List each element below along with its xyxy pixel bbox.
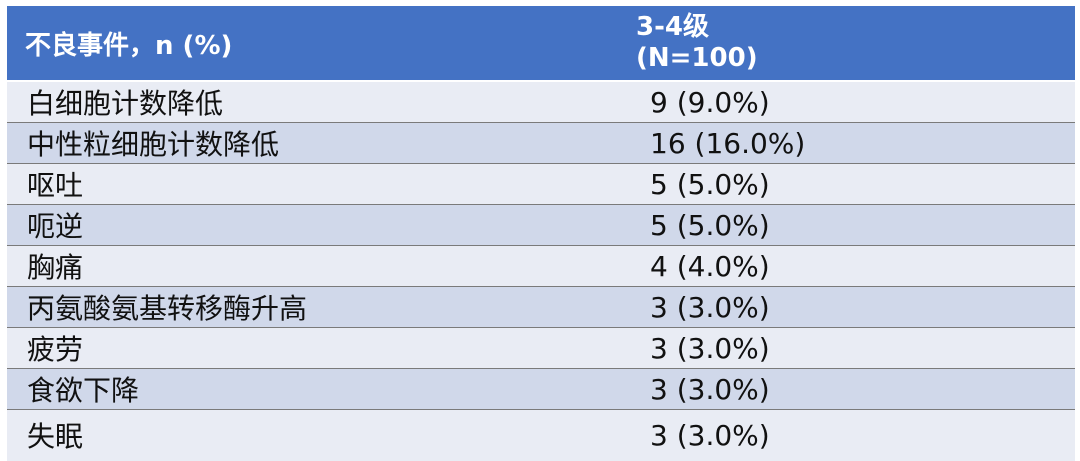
table-row: 丙氨酸氨基转移酶升高 3 (3.0%) [7, 286, 1075, 328]
event-name: 呃逆 [7, 204, 614, 246]
table-row: 胸痛 4 (4.0%) [7, 245, 1075, 287]
event-name: 食欲下降 [7, 368, 614, 410]
header-grade-label: 3-4级 [636, 12, 709, 42]
table-row: 失眠 3 (3.0%) [7, 409, 1075, 461]
event-count: 3 (3.0%) [614, 368, 1075, 410]
event-name: 疲劳 [7, 327, 614, 369]
table-header-row: 不良事件，n (%) 3-4级 (N=100) [7, 6, 1075, 82]
event-name: 白细胞计数降低 [7, 80, 614, 123]
header-sample-size: (N=100) [636, 43, 758, 73]
event-count: 9 (9.0%) [614, 80, 1075, 123]
event-count: 4 (4.0%) [614, 245, 1075, 287]
event-count: 3 (3.0%) [614, 409, 1075, 461]
event-name: 丙氨酸氨基转移酶升高 [7, 286, 614, 328]
adverse-events-table: 不良事件，n (%) 3-4级 (N=100) 白细胞计数降低 9 (9.0%)… [7, 6, 1075, 461]
event-name: 胸痛 [7, 245, 614, 287]
table-row: 疲劳 3 (3.0%) [7, 327, 1075, 369]
table-row: 中性粒细胞计数降低 16 (16.0%) [7, 122, 1075, 164]
event-count: 16 (16.0%) [614, 122, 1075, 164]
event-count: 3 (3.0%) [614, 327, 1075, 369]
header-adverse-event: 不良事件，n (%) [7, 6, 614, 82]
table-row: 呃逆 5 (5.0%) [7, 204, 1075, 246]
event-name: 呕吐 [7, 163, 614, 205]
event-count: 5 (5.0%) [614, 163, 1075, 205]
event-count: 3 (3.0%) [614, 286, 1075, 328]
table-row: 呕吐 5 (5.0%) [7, 163, 1075, 205]
event-name: 中性粒细胞计数降低 [7, 122, 614, 164]
table-row: 白细胞计数降低 9 (9.0%) [7, 80, 1075, 123]
event-name: 失眠 [7, 409, 614, 461]
header-grade-3-4: 3-4级 (N=100) [614, 6, 1075, 82]
event-count: 5 (5.0%) [614, 204, 1075, 246]
table-row: 食欲下降 3 (3.0%) [7, 368, 1075, 410]
